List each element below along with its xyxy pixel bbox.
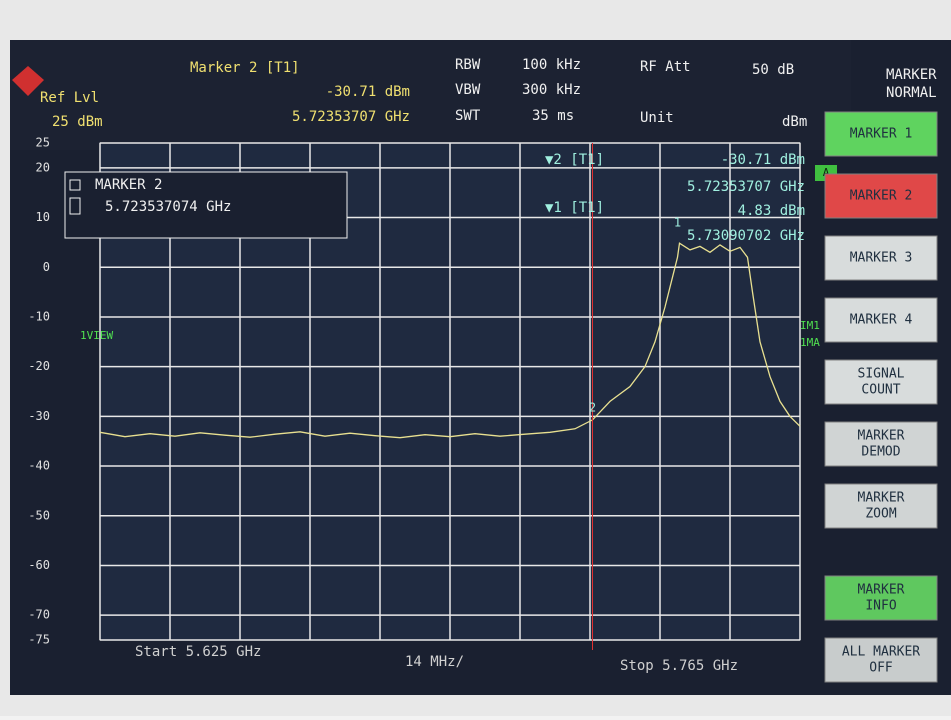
marker-title: Marker 2 [T1] [190,60,300,76]
marker-box-freq: 5.723537074 GHz [105,199,231,215]
marker-box-spin [69,197,81,215]
y-tick-label: -60 [28,558,50,572]
y-tick-label: -10 [28,309,50,323]
softkey[interactable] [824,575,938,621]
softkey-label: DEMOD [861,445,900,460]
m1-freq: 5.73090702 GHz [687,228,805,244]
softkey-label: MARKER 4 [850,313,913,328]
softkey-label: OFF [869,661,893,676]
rbw: 100 kHz [522,57,581,73]
softkey[interactable] [824,359,938,405]
marker-level: -30.71 dBm [326,84,410,100]
ref-lvl-label: Ref Lvl [40,90,99,106]
trace-a: A [823,166,830,179]
y-tick-label: 10 [36,210,50,224]
vbw-label: VBW [455,82,481,98]
m2-level: -30.71 dBm [721,152,805,168]
marker-1-tag: 1 [674,216,681,230]
logo [12,66,44,96]
softkey[interactable] [824,637,938,683]
softkey-label: ZOOM [865,507,896,522]
unit: dBm [782,114,807,130]
y-tick-label: -75 [28,633,50,647]
y-tick-label: 0 [43,260,50,274]
m2-label: ▼2 [T1] [545,152,604,168]
softkey-label: MARKER [858,429,905,444]
softkey[interactable] [824,421,938,467]
y-tick-label: 25 [36,136,50,150]
ma-label: 1MA [800,336,820,349]
span-per-div: 14 MHz/ [405,654,464,670]
y-tick-label: -30 [28,409,50,423]
marker-box-icon [69,179,81,191]
unit-label: Unit [640,110,674,126]
trace [99,242,801,439]
softkey-label: MARKER [858,583,905,598]
vbw: 300 kHz [522,82,581,98]
marker-freq: 5.72353707 GHz [292,109,410,125]
rf-att: 50 dB [752,62,794,78]
menu-title: NORMAL [886,85,937,101]
rf-att-label: RF Att [640,59,691,75]
y-tick-label: 20 [36,160,50,174]
ref-lvl: 25 dBm [52,114,103,130]
m2-freq: 5.72353707 GHz [687,179,805,195]
softkey-label: ALL MARKER [842,645,920,660]
softkey-label: INFO [865,599,896,614]
softkey[interactable] [824,297,938,343]
softkey[interactable] [824,235,938,281]
start-freq: Start 5.625 GHz [135,644,261,660]
y-tick-label: -20 [28,359,50,373]
m1-label: ▼1 [T1] [545,200,604,216]
y-tick-label: -50 [28,508,50,522]
menu-title: MARKER [886,67,937,83]
softkey-label: COUNT [861,383,900,398]
swt: 35 ms [532,108,574,124]
marker-box-title: MARKER 2 [95,177,162,193]
softkey-label: MARKER 3 [850,251,913,266]
softkey[interactable] [824,173,938,219]
stop-freq: Stop 5.765 GHz [620,658,738,674]
softkey[interactable] [824,483,938,529]
marker-box [64,171,348,239]
softkey-label: MARKER [858,491,905,506]
y-tick-label: -70 [28,608,50,622]
m1-level: 4.83 dBm [738,203,805,219]
header-bar [10,40,851,150]
softkey-label: SIGNAL [858,367,905,382]
im-label: IM1 [800,319,820,332]
rbw-label: RBW [455,57,481,73]
view-label: 1VIEW [80,329,113,342]
marker-2-tag: 2 [589,400,596,414]
softkey-label: MARKER 1 [850,127,913,142]
softkey-label: MARKER 2 [850,189,913,204]
softkey[interactable] [824,111,938,157]
y-tick-label: -40 [28,459,50,473]
swt-label: SWT [455,108,481,124]
